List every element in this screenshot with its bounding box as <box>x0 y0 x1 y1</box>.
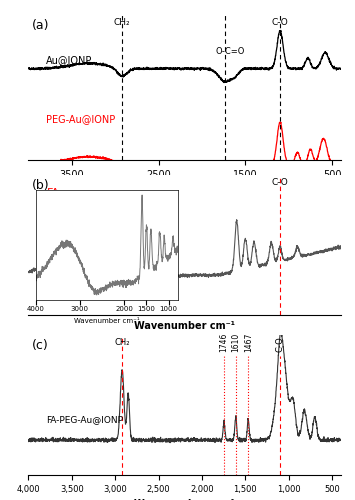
Text: (c): (c) <box>32 339 48 352</box>
Text: C-O: C-O <box>272 178 288 187</box>
Text: Au@IONP: Au@IONP <box>46 56 92 66</box>
X-axis label: Wavenumber cm⁻¹: Wavenumber cm⁻¹ <box>134 186 235 196</box>
Text: CH₂: CH₂ <box>114 338 130 347</box>
Text: (a): (a) <box>32 20 49 32</box>
Text: (b): (b) <box>32 179 49 192</box>
Text: C-O: C-O <box>275 336 285 352</box>
Text: PEG-Au@IONP: PEG-Au@IONP <box>46 114 115 124</box>
Text: 1746: 1746 <box>219 332 229 352</box>
X-axis label: Wavenumber cm⁻¹: Wavenumber cm⁻¹ <box>134 320 235 330</box>
Text: FA: FA <box>47 188 60 198</box>
Text: FA-PEG-Au@IONP: FA-PEG-Au@IONP <box>46 416 123 424</box>
Text: C-O: C-O <box>272 18 288 27</box>
X-axis label: Wavenumber cm⁻¹: Wavenumber cm⁻¹ <box>74 318 139 324</box>
Text: CH₂: CH₂ <box>114 18 130 26</box>
Text: O-C=O: O-C=O <box>215 47 244 56</box>
Text: 1467: 1467 <box>244 332 253 352</box>
Text: 1610: 1610 <box>231 332 240 352</box>
